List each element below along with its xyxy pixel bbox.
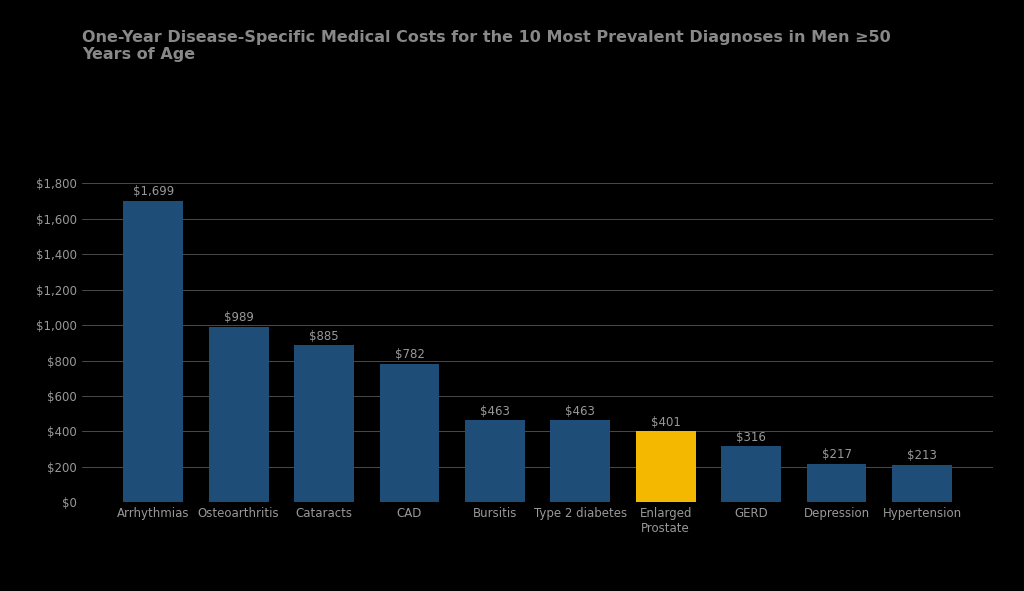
Bar bbox=[721, 446, 781, 502]
Bar bbox=[380, 363, 439, 502]
Text: $989: $989 bbox=[223, 311, 254, 324]
Text: $213: $213 bbox=[907, 449, 937, 462]
Bar bbox=[551, 420, 610, 502]
Bar bbox=[807, 464, 866, 502]
Bar bbox=[294, 345, 354, 502]
Text: One-Year Disease-Specific Medical Costs for the 10 Most Prevalent Diagnoses in M: One-Year Disease-Specific Medical Costs … bbox=[82, 30, 891, 62]
Text: $782: $782 bbox=[394, 348, 424, 361]
Text: $885: $885 bbox=[309, 330, 339, 343]
Bar bbox=[465, 420, 524, 502]
Text: $1,699: $1,699 bbox=[133, 186, 174, 199]
Bar bbox=[892, 465, 952, 502]
Text: $463: $463 bbox=[480, 405, 510, 418]
Bar bbox=[123, 201, 183, 502]
Bar bbox=[209, 327, 268, 502]
Bar bbox=[636, 431, 695, 502]
Text: $217: $217 bbox=[821, 448, 852, 461]
Text: $463: $463 bbox=[565, 405, 595, 418]
Text: $316: $316 bbox=[736, 431, 766, 444]
Text: $401: $401 bbox=[651, 415, 681, 428]
